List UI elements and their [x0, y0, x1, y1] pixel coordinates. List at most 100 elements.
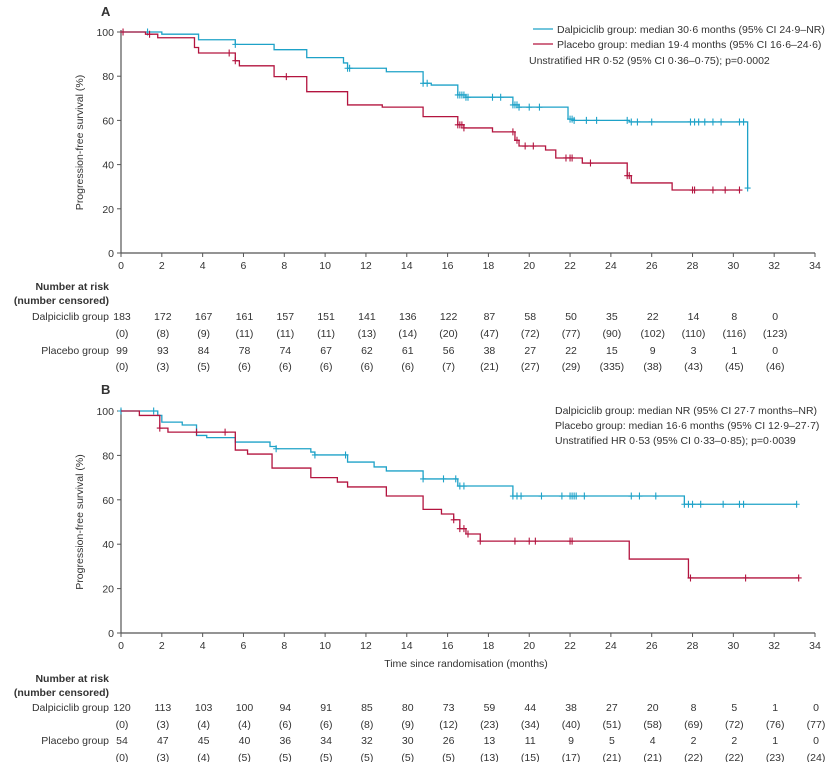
risk-censored-value: (47): [480, 328, 499, 340]
censor-mark-placebo: [460, 525, 467, 533]
y-tick-label: 20: [102, 584, 114, 596]
risk-at-risk-value: 14: [688, 311, 700, 323]
risk-at-risk-value: 56: [443, 345, 455, 357]
risk-at-risk-value: 151: [317, 311, 335, 323]
censor-mark-dalpiciclib: [740, 500, 747, 508]
risk-at-risk-value: 183: [113, 311, 131, 323]
censor-mark-placebo: [146, 30, 153, 38]
risk-at-risk-value: 141: [358, 311, 376, 323]
censor-mark-placebo: [450, 516, 457, 524]
risk-header: Number at risk: [35, 673, 109, 685]
legend-entry-placebo: Placebo group: median 16·6 months (95% C…: [555, 420, 819, 432]
risk-at-risk-value: 157: [277, 311, 295, 323]
x-tick-label: 6: [241, 260, 247, 272]
censor-mark-dalpiciclib: [628, 492, 635, 500]
censor-mark-placebo: [532, 537, 539, 545]
risk-censored-value: (22): [725, 752, 744, 762]
risk-censored-value: (8): [156, 328, 169, 340]
risk-at-risk-value: 22: [565, 345, 577, 357]
risk-censored-value: (38): [643, 361, 662, 373]
y-tick-label: 40: [102, 539, 114, 551]
censor-mark-placebo: [156, 424, 163, 432]
censor-mark-placebo: [222, 428, 229, 436]
y-tick-label: 60: [102, 495, 114, 507]
risk-at-risk-value: 2: [731, 735, 737, 747]
censor-mark-dalpiciclib: [452, 475, 459, 483]
y-tick-label: 20: [102, 204, 114, 216]
risk-censored-value: (22): [684, 752, 703, 762]
risk-at-risk-value: 103: [195, 702, 213, 714]
risk-at-risk-value: 3: [691, 345, 697, 357]
censor-mark-dalpiciclib: [516, 103, 523, 111]
legend-entry-placebo: Placebo group: median 19·4 months (95% C…: [557, 39, 821, 51]
x-tick-label: 6: [241, 640, 247, 652]
censor-mark-dalpiciclib: [232, 40, 239, 48]
censor-mark-placebo: [465, 530, 471, 538]
risk-censored-value: (14): [398, 328, 417, 340]
x-tick-label: 0: [118, 640, 124, 652]
x-tick-label: 18: [483, 260, 495, 272]
risk-censored-value: (72): [521, 328, 540, 340]
panel-label: B: [101, 382, 110, 397]
risk-at-risk-value: 54: [116, 735, 128, 747]
censor-mark-dalpiciclib: [538, 492, 545, 500]
censor-mark-placebo: [511, 537, 518, 545]
risk-censored-value: (0): [116, 361, 129, 373]
risk-censored-value: (0): [116, 328, 129, 340]
risk-censored-value: (24): [807, 752, 826, 762]
risk-at-risk-value: 85: [361, 702, 373, 714]
risk-at-risk-value: 50: [565, 311, 577, 323]
risk-censored-value: (43): [684, 361, 703, 373]
risk-censored-value: (58): [643, 719, 662, 731]
x-tick-label: 12: [360, 640, 372, 652]
legend-annotation: Unstratified HR 0·53 (95% CI 0·33–0·85);…: [555, 435, 796, 447]
risk-at-risk-value: 61: [402, 345, 414, 357]
x-tick-label: 4: [200, 260, 206, 272]
risk-at-risk-value: 87: [484, 311, 496, 323]
censor-mark-dalpiciclib: [793, 500, 800, 508]
risk-censored-value: (13): [480, 752, 499, 762]
risk-at-risk-value: 80: [402, 702, 414, 714]
risk-at-risk-value: 94: [279, 702, 291, 714]
censor-mark-placebo: [232, 57, 239, 65]
km-curve-placebo: [121, 410, 799, 579]
panel-b: B0 2 4 6 8 10 12 14 16 18 20 22 24 26 28 30 32 3402040608…: [14, 382, 825, 762]
risk-at-risk-value: 1: [772, 735, 778, 747]
x-tick-label: 10: [319, 640, 331, 652]
y-tick-label: 60: [102, 115, 114, 127]
risk-censored-value: (76): [766, 719, 785, 731]
risk-censored-value: (6): [279, 719, 292, 731]
risk-censored-value: (46): [766, 361, 785, 373]
y-tick-label: 0: [108, 628, 114, 640]
censor-mark-dalpiciclib: [720, 500, 727, 508]
risk-censored-value: (123): [763, 328, 788, 340]
risk-censored-value: (6): [361, 361, 374, 373]
censor-mark-dalpiciclib: [526, 103, 533, 111]
risk-censored-value: (8): [361, 719, 374, 731]
x-tick-label: 30: [728, 640, 740, 652]
censor-mark-dalpiciclib: [648, 118, 655, 126]
censor-mark-placebo: [691, 186, 698, 194]
censor-mark-placebo: [526, 537, 533, 545]
risk-at-risk-value: 13: [484, 735, 496, 747]
censor-mark-dalpiciclib: [420, 475, 427, 483]
x-tick-label: 22: [564, 640, 576, 652]
risk-censored-value: (6): [238, 361, 251, 373]
y-tick-label: 80: [102, 71, 114, 83]
censor-mark-dalpiciclib: [583, 116, 590, 124]
risk-at-risk-value: 47: [157, 735, 169, 747]
x-tick-label: 24: [605, 260, 617, 272]
censor-mark-dalpiciclib: [628, 118, 635, 126]
risk-censored-value: (15): [521, 752, 540, 762]
risk-censored-value: (72): [725, 719, 744, 731]
risk-at-risk-value: 0: [772, 311, 778, 323]
x-tick-label: 10: [319, 260, 331, 272]
risk-at-risk-value: 22: [647, 311, 659, 323]
x-tick-label: 0: [118, 260, 124, 272]
risk-at-risk-value: 45: [198, 735, 210, 747]
risk-header-censored: (number censored): [14, 295, 109, 307]
risk-at-risk-value: 100: [236, 702, 254, 714]
risk-at-risk-value: 0: [772, 345, 778, 357]
risk-censored-value: (3): [156, 361, 169, 373]
risk-at-risk-value: 58: [524, 311, 536, 323]
